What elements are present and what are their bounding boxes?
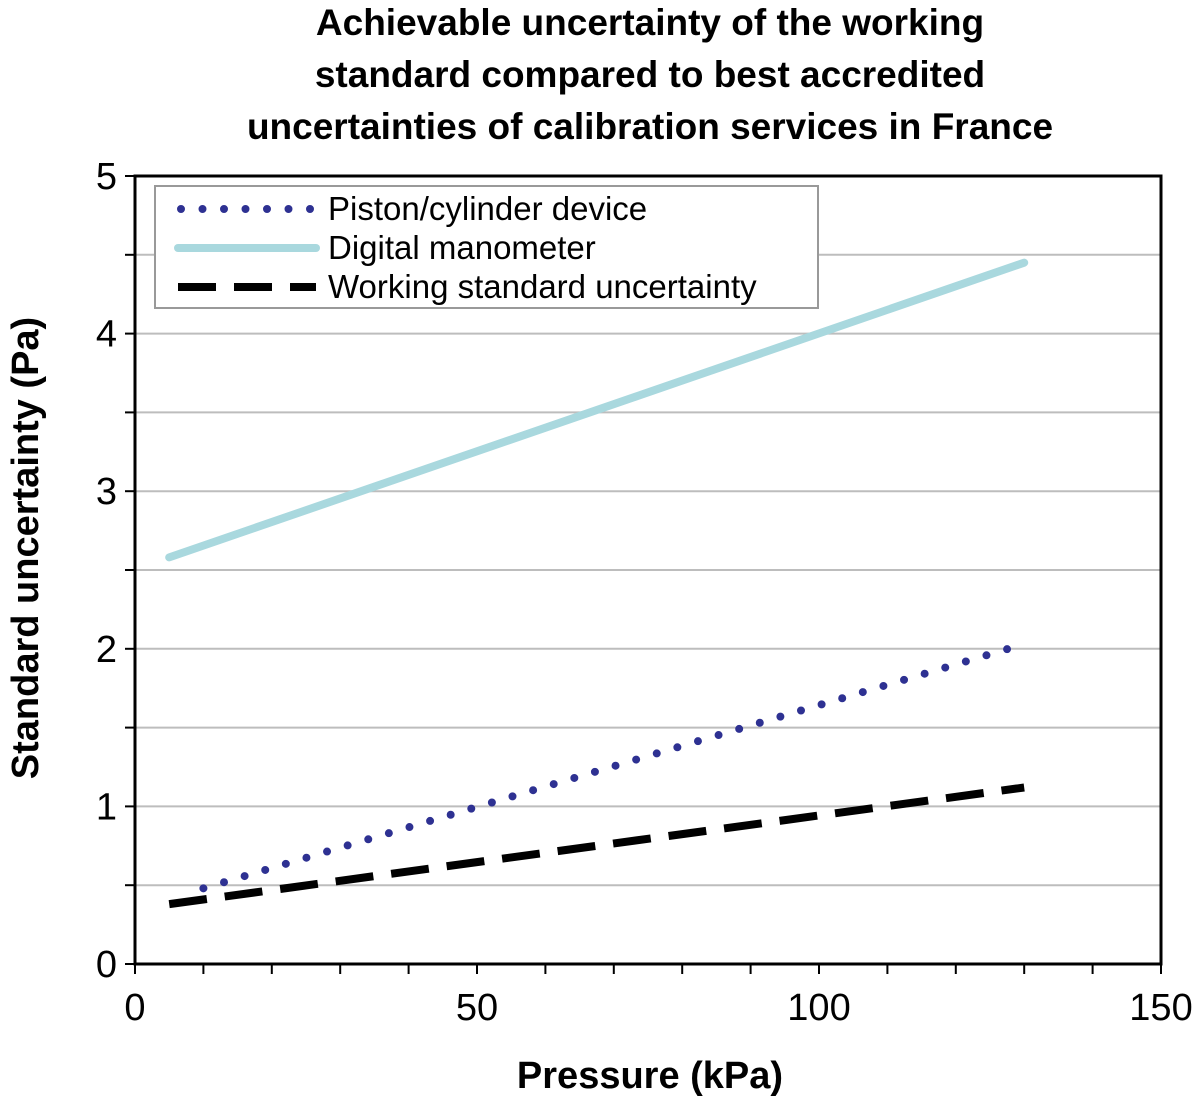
y-tick-label: 4 <box>96 314 117 356</box>
series-lines <box>165 258 1029 909</box>
legend-label: Piston/cylinder device <box>328 190 647 227</box>
axis-ticks <box>125 175 1162 974</box>
chart-title-line-2: standard compared to best accredited <box>315 54 985 95</box>
x-tick-label: 100 <box>787 987 850 1029</box>
series-line-2 <box>165 258 1029 562</box>
series-line-3 <box>168 783 1025 909</box>
chart-title-line-1: Achievable uncertainty of the working <box>316 2 984 43</box>
y-tick-label: 0 <box>96 944 117 986</box>
x-tick-label: 0 <box>124 987 145 1029</box>
x-tick-label: 50 <box>456 987 498 1029</box>
y-tick-label: 2 <box>96 629 117 671</box>
legend-label: Digital manometer <box>328 229 596 266</box>
y-tick-label: 3 <box>96 471 117 513</box>
legend-label: Working standard uncertainty <box>328 268 757 305</box>
y-tick-label: 5 <box>96 156 117 198</box>
series-line-1 <box>199 640 1029 893</box>
x-tick-label: 150 <box>1129 987 1192 1029</box>
x-axis-title: Pressure (kPa) <box>517 1055 783 1097</box>
y-axis-title: Standard uncertainty (Pa) <box>5 317 47 779</box>
chart-title-line-3: uncertainties of calibration services in… <box>247 106 1053 147</box>
y-tick-label: 1 <box>96 786 117 828</box>
